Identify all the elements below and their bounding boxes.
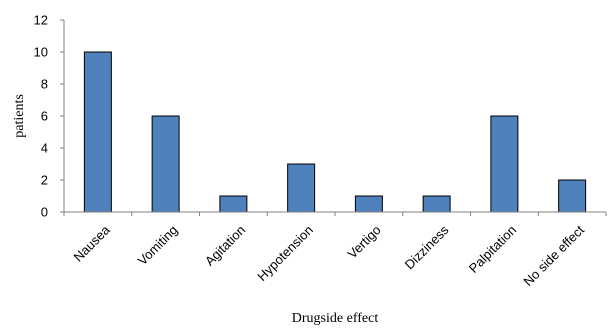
x-category-label: Hypotension [254, 222, 316, 284]
x-category-label: Vertigo [345, 222, 384, 261]
bar-agitation [219, 195, 248, 213]
x-category-label: Vomiting [135, 222, 181, 268]
y-tick-label: 10 [34, 45, 48, 60]
bar-vertigo [354, 195, 383, 213]
bar-dizziness [422, 195, 451, 213]
bar-hypotension [287, 163, 316, 213]
x-category-label: Palpitation [466, 222, 520, 276]
y-tick-label: 6 [41, 109, 48, 124]
bars-layer [83, 51, 587, 213]
bar-nausea [83, 51, 112, 213]
x-category-label: Agitation [202, 222, 248, 268]
x-category-labels: Nausea Vomiting Agitation Hypotension Vertig… [70, 222, 587, 289]
bar-palpitation [490, 115, 519, 213]
x-category-label: No side effect [520, 222, 587, 289]
y-tick-label: 12 [34, 13, 48, 28]
x-category-label: Nausea [70, 222, 113, 265]
x-category-label: Dizziness [402, 222, 452, 272]
x-axis-title: Drugside effect [292, 311, 379, 326]
y-tick-label: 4 [41, 141, 48, 156]
y-axis-title: patients [12, 94, 27, 138]
y-tick-label: 8 [41, 77, 48, 92]
bar-vomiting [151, 115, 180, 213]
y-tick-label: 0 [41, 205, 48, 220]
y-ticks: 0 2 4 6 8 10 12 [34, 13, 607, 220]
y-tick-label: 2 [41, 173, 48, 188]
axes-layer [63, 20, 606, 213]
bar-no-side-effect [558, 179, 587, 213]
